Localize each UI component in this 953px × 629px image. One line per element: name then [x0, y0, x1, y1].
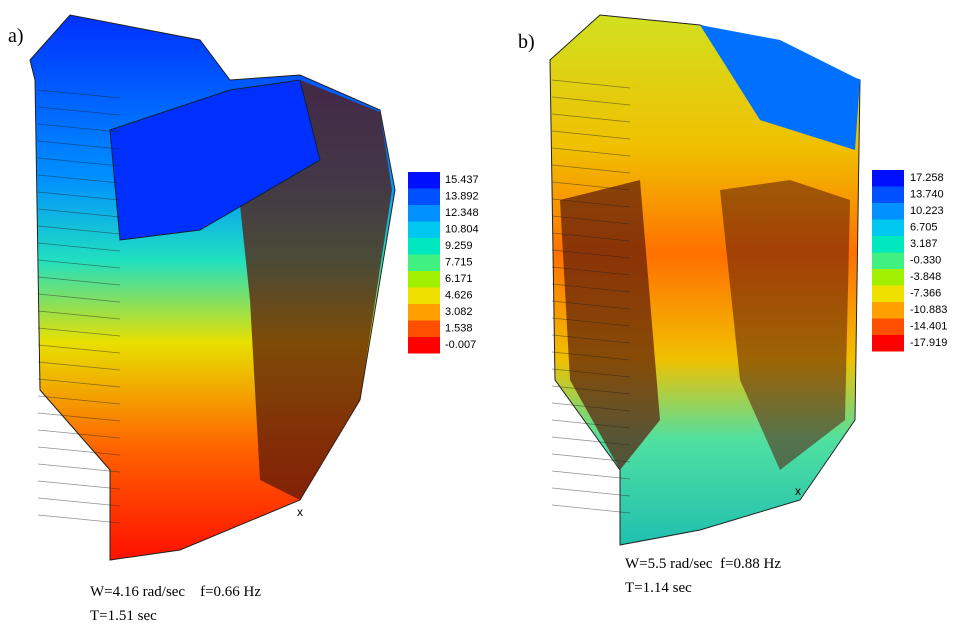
- legend-value: 7.715: [445, 256, 473, 268]
- legend-swatch: [872, 269, 904, 286]
- axis-marker: x: [297, 505, 303, 519]
- legend-swatch: [872, 187, 904, 204]
- legend-value: -14.401: [910, 320, 947, 332]
- legend-swatch: [872, 170, 904, 187]
- legend-swatch: [408, 271, 440, 288]
- legend-value: 17.258: [910, 172, 944, 184]
- building-b: [550, 15, 860, 545]
- legend-swatch: [408, 205, 440, 222]
- legend-value: -7.366: [910, 287, 941, 299]
- caption-line: T=1.14 sec: [625, 580, 692, 596]
- floor-line: [552, 471, 630, 479]
- legend-value: 12.348: [445, 207, 479, 219]
- legend-swatch: [872, 335, 904, 352]
- legend-value: 13.740: [910, 188, 944, 200]
- legend-swatch: [872, 319, 904, 336]
- legend-value: 3.082: [445, 306, 473, 318]
- building-a: [30, 15, 395, 560]
- legend-value: 6.705: [910, 221, 938, 233]
- legend-value: 9.259: [445, 240, 473, 252]
- caption-line: T=1.51 sec: [90, 608, 157, 624]
- legend-value: 15.437: [445, 174, 479, 186]
- legend-swatch: [872, 236, 904, 253]
- axis-marker: x: [795, 484, 801, 498]
- caption-line: W=4.16 rad/sec f=0.66 Hz: [90, 584, 261, 600]
- legend-swatch: [408, 304, 440, 321]
- legend-value: -17.919: [910, 337, 947, 349]
- legend-value: 10.804: [445, 223, 479, 235]
- legend-swatch: [408, 172, 440, 189]
- floor-line: [38, 481, 120, 489]
- legend-value: 10.223: [910, 205, 944, 217]
- legend-swatch: [872, 253, 904, 270]
- legend-value: -0.007: [445, 339, 476, 351]
- floor-line: [38, 498, 120, 506]
- panel-label: b): [518, 31, 535, 53]
- legend-swatch: [872, 286, 904, 303]
- figure: x x a) 15.437 13.892 12.348 10.804 9.259 7.715…: [0, 0, 953, 629]
- floor-line: [38, 515, 120, 523]
- legend-value: 1.538: [445, 322, 473, 334]
- floor-line: [552, 505, 630, 513]
- legend-swatch: [872, 302, 904, 319]
- caption-line: W=5.5 rad/sec f=0.88 Hz: [625, 556, 781, 572]
- legend-swatch: [408, 238, 440, 255]
- legend-swatch: [408, 255, 440, 272]
- legend-swatch: [408, 321, 440, 338]
- floor-line: [552, 488, 630, 496]
- legend-swatch: [408, 222, 440, 239]
- panel-label: a): [8, 25, 24, 47]
- legend-value: 13.892: [445, 190, 479, 202]
- legend-value: -3.848: [910, 271, 941, 283]
- legend-value: 3.187: [910, 238, 938, 250]
- legend-swatch: [408, 288, 440, 305]
- legend-swatch: [408, 189, 440, 206]
- legend-swatch: [872, 220, 904, 237]
- legend-swatch: [872, 203, 904, 220]
- legend-value: -10.883: [910, 304, 947, 316]
- legend-value: 4.626: [445, 289, 473, 301]
- legend-swatch: [408, 337, 440, 354]
- legend-value: 6.171: [445, 273, 473, 285]
- legend-value: -0.330: [910, 254, 941, 266]
